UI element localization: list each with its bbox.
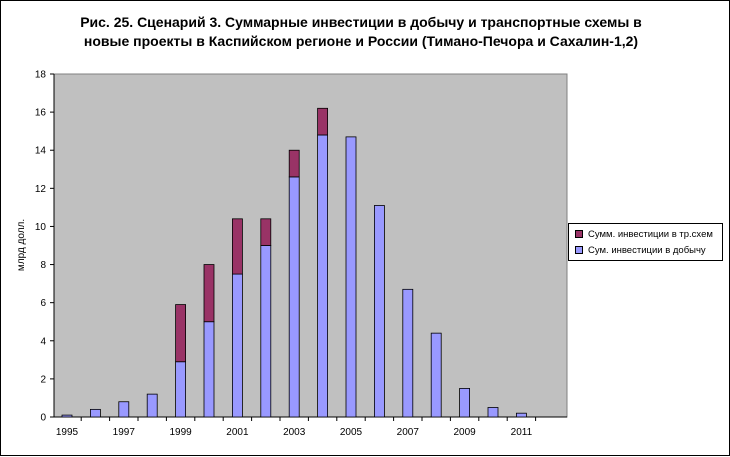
bar-production xyxy=(203,321,215,418)
bar-production xyxy=(118,401,130,418)
bar-production xyxy=(61,414,73,418)
bar-transport xyxy=(317,107,329,136)
x-tick-label: 2011 xyxy=(511,427,533,438)
legend-swatch-transport xyxy=(575,230,583,238)
legend-item-transport: Сумм. инвестиции в тр.схем xyxy=(575,228,713,240)
legend: Сумм. инвестиции в тр.схем Сум. инвестиц… xyxy=(568,223,723,261)
bar-production xyxy=(402,288,414,418)
bar-production xyxy=(516,412,527,418)
x-tick-label: 2001 xyxy=(226,427,249,438)
bar-production xyxy=(90,408,101,418)
y-tick-label: 14 xyxy=(35,146,47,157)
x-tick-label: 2005 xyxy=(340,427,363,438)
x-tick-label: 1995 xyxy=(56,427,79,438)
y-tick-label: 6 xyxy=(40,298,46,309)
bar-transport xyxy=(288,149,300,178)
x-tick-label: 2007 xyxy=(397,427,420,438)
bar-production xyxy=(373,205,385,418)
bar-production xyxy=(459,388,471,418)
bar-production xyxy=(317,134,329,418)
bar-production xyxy=(430,332,442,418)
legend-label-production: Сум. инвестиции в добычу xyxy=(588,244,706,256)
y-tick-label: 12 xyxy=(35,184,47,195)
legend-item-production: Сум. инвестиции в добычу xyxy=(575,244,706,256)
chart-title: Рис. 25. Сценарий 3. Суммарные инвестици… xyxy=(80,14,642,49)
y-tick-label: 10 xyxy=(35,222,47,233)
bar-production xyxy=(288,176,300,418)
x-tick-label: 1999 xyxy=(169,427,192,438)
y-tick-label: 18 xyxy=(35,70,47,81)
y-tick-label: 2 xyxy=(40,374,46,385)
x-tick-label: 2009 xyxy=(453,427,476,438)
bar-transport xyxy=(260,218,272,246)
bar-production xyxy=(231,273,243,418)
bar-production xyxy=(175,361,187,418)
y-tick-label: 8 xyxy=(40,260,46,271)
plot-area xyxy=(53,73,568,418)
bar-transport xyxy=(231,218,243,275)
bar-transport xyxy=(175,304,187,363)
y-tick-label: 4 xyxy=(40,336,46,347)
bar-transport xyxy=(203,264,215,323)
x-tick-label: 1997 xyxy=(113,427,136,438)
legend-swatch-production xyxy=(575,246,583,254)
bar-production xyxy=(345,136,357,418)
bar-production xyxy=(260,245,272,418)
bar-production xyxy=(146,393,158,418)
y-tick-label: 16 xyxy=(35,108,47,119)
y-axis-label: млрд долл. xyxy=(16,219,27,271)
y-tick-label: 0 xyxy=(40,413,46,424)
legend-label-transport: Сумм. инвестиции в тр.схем xyxy=(588,228,713,240)
bar-production xyxy=(487,407,499,418)
x-tick-label: 2003 xyxy=(283,427,306,438)
